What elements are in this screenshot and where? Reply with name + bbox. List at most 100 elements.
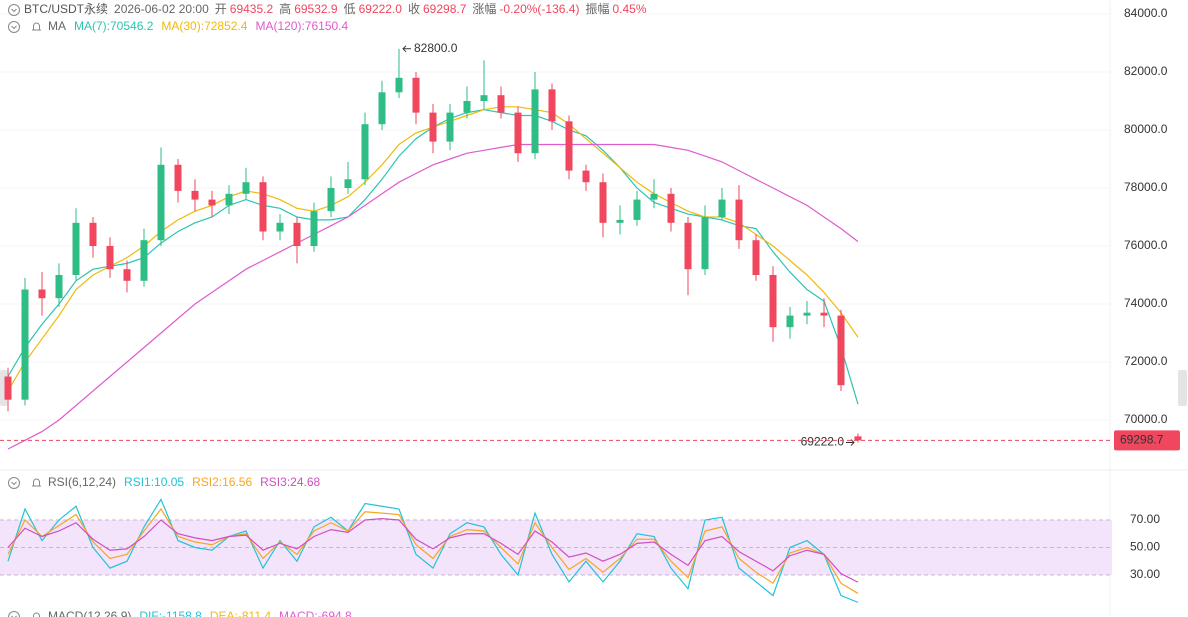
info-value: 69222.0 [359,2,403,16]
candle-body [854,436,862,441]
candle-body [429,112,437,142]
annotation-arrow [846,439,855,446]
info-value: 69532.9 [294,2,338,16]
collapse-icon [8,4,20,16]
legend-entry: DIF:-1158.8 [139,609,202,617]
candle-body [327,188,335,212]
alert-icon [32,478,41,487]
candle-body [140,240,148,281]
series-line [7,518,859,583]
candle-body [633,199,641,220]
candle-body [599,182,607,223]
candle-body [820,312,828,316]
candle-body [191,190,199,200]
candle-body [565,121,573,171]
legend-title: MA [48,19,66,33]
header: BTC/USDT永续 2026-06-02 20:00 开 69435.2 高 69532… [24,1,647,16]
last-price-box [1114,430,1180,451]
collapse-chevron [11,25,17,30]
candle-body [123,269,131,281]
series-line [7,507,859,594]
collapse-icon [8,21,20,33]
series-line [7,143,859,450]
last-price-label: 69298.7 [1120,433,1164,447]
info-value: 69435.2 [230,2,274,16]
collapse-icon [8,611,20,617]
candle-body [786,315,794,328]
candle-body [718,199,726,217]
candle-body [361,124,369,180]
info-label: 低 [344,2,356,16]
candle-body [531,89,539,154]
y-tick-label: 50.00 [1130,540,1160,554]
candle-body [735,199,743,241]
candle-body [38,289,46,299]
candle-body [752,240,760,275]
y-tick-label: 84000.0 [1124,6,1168,20]
candle-body [21,289,29,400]
candle-body [480,95,488,102]
candle-body [344,179,352,189]
info-label: 高 [279,1,291,16]
legend-title: RSI(6,12,24) [48,475,116,489]
y-tick-label: 70.00 [1130,512,1160,526]
candle-body [157,164,165,241]
candle-body [106,245,114,270]
legend-title: MACD(12,26,9) [48,609,131,617]
y-tick-label: 76000.0 [1124,238,1168,252]
candle-body [446,112,454,142]
info-label: 开 [215,2,227,16]
y-tick-label: 30.00 [1130,567,1160,581]
y-tick-label: 78000.0 [1124,180,1168,194]
y-tick-label: 80000.0 [1124,122,1168,136]
info-value: -0.20%(-136.4) [499,2,579,16]
collapse-chevron [11,8,17,13]
candle-body [769,274,777,328]
y-tick-label: 72000.0 [1124,354,1168,368]
annotation-arrow [402,45,411,53]
legend: MACD(12,26,9) DIF:-1158.8 DEA:-811.4 MACD:-… [48,609,352,617]
info-label: 涨幅 [472,1,496,16]
legend-entry: DEA:-811.4 [210,609,271,617]
candle-body [4,376,12,400]
legend: MA MA(7):70546.2 MA(30):72852.4 MA(120):761… [48,19,349,33]
candle-body [650,193,658,200]
legend-entry: MA(7):70546.2 [74,19,154,33]
candle-body [174,164,182,191]
collapse-icon [8,477,20,489]
annotation: 82800.0 [414,41,458,55]
candle-body [582,170,590,183]
candle-body [701,217,709,270]
scroll-handle-right[interactable] [1178,370,1187,406]
legend-entry: RSI3:24.68 [260,475,320,489]
candle-body [497,95,505,113]
candle-body [55,274,63,299]
candle-body [225,193,233,206]
candle-body [412,77,420,113]
candle-body [803,312,811,316]
legend: RSI(6,12,24) RSI1:10.05 RSI2:16.56 RSI3:24.… [48,475,321,489]
timestamp: 2026-06-02 20:00 [114,2,209,16]
candle-body [616,219,624,223]
alert-icon [33,612,40,617]
candle-body [667,193,675,223]
candle-body [548,89,556,122]
legend-entry: MACD:-694.8 [279,609,352,617]
candle-body [514,112,522,154]
candle-body [208,199,216,206]
candle-body [463,101,471,113]
candle-body [378,92,386,125]
legend-entry: MA(120):76150.4 [255,19,348,33]
candle-body [276,222,284,232]
info-label: 振幅 [585,1,609,16]
alert-icon [32,22,41,31]
info-value: 0.45% [612,2,646,16]
candle-body [89,222,97,246]
candle-body [293,222,301,246]
info-value: 69298.7 [423,2,467,16]
candle-body [395,77,403,93]
legend-entry: MA(30):72852.4 [161,19,247,33]
legend-entry: RSI1:10.05 [124,475,184,489]
